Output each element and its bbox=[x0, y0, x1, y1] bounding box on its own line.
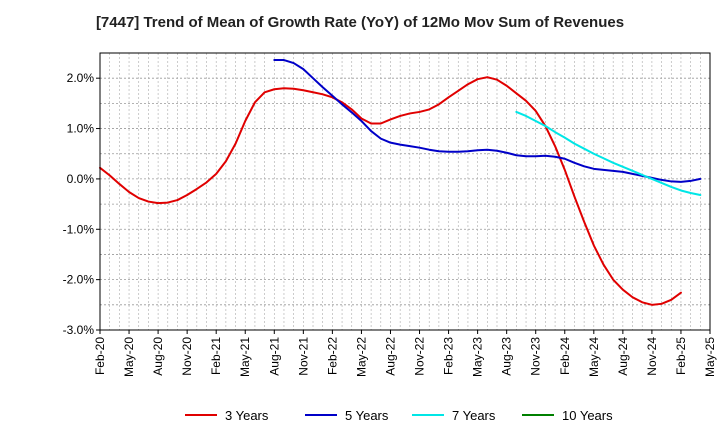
x-tick-label: Feb-24 bbox=[558, 337, 572, 375]
y-tick-label: -3.0% bbox=[63, 323, 95, 337]
series-line-7-years bbox=[515, 110, 702, 197]
x-tick-label: May-23 bbox=[471, 337, 485, 377]
legend-label: 7 Years bbox=[452, 408, 496, 423]
x-tick-label: Nov-22 bbox=[413, 337, 427, 376]
series-line-5-years bbox=[273, 59, 702, 183]
y-axis-ticks: 2.0% 1.0% 0.0% -1.0% -2.0% -3.0% bbox=[63, 71, 100, 337]
y-tick-label: 1.0% bbox=[67, 122, 95, 136]
x-tick-label: Feb-25 bbox=[674, 337, 688, 375]
legend-label: 3 Years bbox=[225, 408, 269, 423]
x-tick-label: May-24 bbox=[587, 337, 601, 377]
x-tick-label: Nov-20 bbox=[180, 337, 194, 376]
x-tick-label: Feb-20 bbox=[93, 337, 107, 375]
y-tick-label: -1.0% bbox=[63, 222, 95, 236]
y-tick-label: 2.0% bbox=[67, 71, 95, 85]
x-tick-label: May-20 bbox=[122, 337, 136, 377]
x-tick-label: May-21 bbox=[238, 337, 252, 377]
x-tick-label: Nov-21 bbox=[296, 337, 310, 376]
plot-frame bbox=[99, 52, 711, 331]
y-tick-label: 0.0% bbox=[67, 172, 95, 186]
legend-label: 10 Years bbox=[562, 408, 613, 423]
x-tick-label: Aug-24 bbox=[616, 337, 630, 376]
chart-title: [7447] Trend of Mean of Growth Rate (YoY… bbox=[95, 14, 625, 31]
x-tick-label: Aug-23 bbox=[500, 337, 514, 376]
x-tick-label: May-22 bbox=[354, 337, 368, 377]
legend: 3 Years 5 Years 7 Years 10 Years bbox=[185, 408, 613, 423]
grid bbox=[100, 53, 710, 330]
x-tick-label: Aug-21 bbox=[267, 337, 281, 376]
x-tick-label: Feb-23 bbox=[442, 337, 456, 375]
x-tick-label: Nov-24 bbox=[645, 337, 659, 376]
x-tick-label: Nov-23 bbox=[529, 337, 543, 376]
x-tick-label: Feb-21 bbox=[209, 337, 223, 375]
series-line-3-years bbox=[99, 76, 682, 306]
x-tick-label: Aug-20 bbox=[151, 337, 165, 376]
x-tick-label: May-25 bbox=[703, 337, 717, 377]
y-tick-label: -2.0% bbox=[63, 273, 95, 287]
x-tick-label: Aug-22 bbox=[383, 337, 397, 376]
x-tick-label: Feb-22 bbox=[325, 337, 339, 375]
series-lines bbox=[99, 59, 702, 306]
legend-label: 5 Years bbox=[345, 408, 389, 423]
x-axis-ticks: Feb-20 May-20 Aug-20 Nov-20 Feb-21 May-21 Aug-… bbox=[93, 330, 717, 377]
